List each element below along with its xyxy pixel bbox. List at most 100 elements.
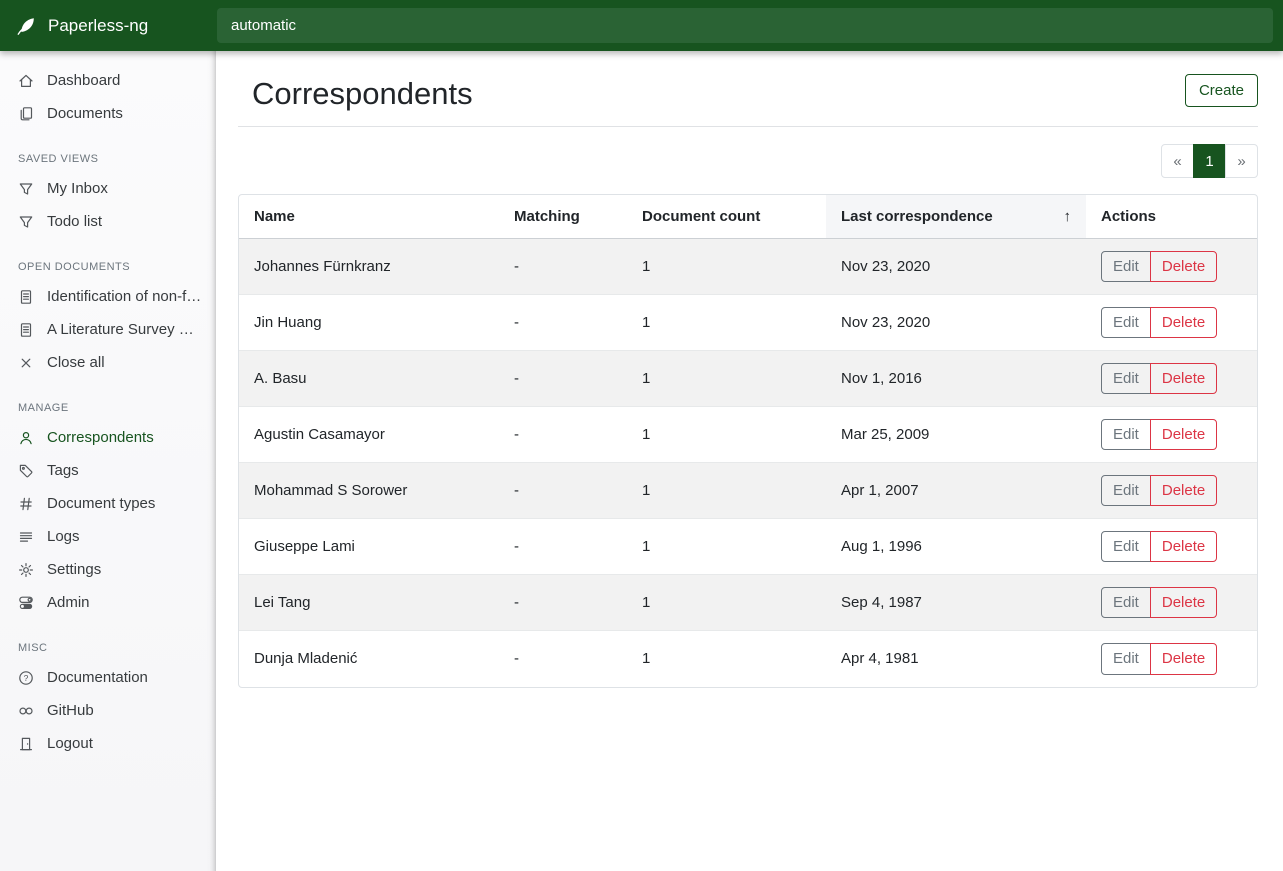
sidebar-item-documentation[interactable]: ? Documentation: [0, 661, 216, 694]
leaf-logo-icon: [15, 15, 37, 37]
table-row: Giuseppe Lami -1 Aug 1, 1996 Edit Delete: [239, 518, 1257, 575]
sidebar-item-label: Correspondents: [47, 429, 154, 446]
sidebar-item-correspondents[interactable]: Correspondents: [0, 421, 216, 454]
pagination-page-1[interactable]: 1: [1193, 144, 1226, 178]
sidebar-item-label: Dashboard: [47, 72, 121, 89]
sidebar-item-label: Settings: [47, 561, 102, 578]
delete-button[interactable]: Delete: [1149, 586, 1218, 619]
column-header-matching[interactable]: Matching: [499, 195, 627, 239]
delete-button[interactable]: Delete: [1149, 643, 1218, 675]
cell-document-count: 1: [627, 574, 826, 631]
page-title: Correspondents: [252, 76, 473, 111]
row-actions-group: Edit Delete: [1101, 586, 1218, 619]
documents-icon: [18, 106, 34, 122]
sidebar-item-close-all[interactable]: Close all: [0, 346, 216, 379]
cell-actions: Edit Delete: [1086, 406, 1257, 463]
cell-last-correspondence: Apr 1, 2007: [826, 462, 1086, 519]
cell-document-count: 1: [627, 406, 826, 463]
column-header-document-count[interactable]: Document count: [627, 195, 826, 239]
sidebar-item-identification-of-non-fu[interactable]: Identification of non-fu...: [0, 280, 216, 313]
column-header-name[interactable]: Name: [239, 195, 499, 239]
delete-button[interactable]: Delete: [1149, 418, 1218, 451]
row-actions-group: Edit Delete: [1101, 643, 1218, 675]
table-row: Johannes Fürnkranz - 1 Nov 23, 2020 Edit Dele…: [239, 238, 1257, 295]
cell-name: Johannes Fürnkranz: [254, 258, 391, 275]
sidebar-item-document-types[interactable]: Document types: [0, 487, 216, 520]
home-icon: [18, 73, 34, 89]
delete-button[interactable]: Delete: [1149, 306, 1218, 339]
cell-document-count: 1: [627, 518, 826, 575]
edit-button[interactable]: Edit: [1101, 643, 1151, 675]
sidebar-item-documents[interactable]: Documents: [0, 97, 216, 130]
column-header-label: Matching: [514, 208, 580, 225]
cell-matching: -: [499, 630, 627, 687]
cell-name: Lei Tang: [239, 574, 499, 631]
table-row: Agustin Casamayor -1 Mar 25, 2009 Edit Delet…: [239, 406, 1257, 463]
page-header: Correspondents Create: [238, 68, 1258, 112]
delete-button[interactable]: Delete: [1149, 530, 1218, 563]
sidebar: Dashboard Documents SAVED VIEWS My Inbox Tod…: [0, 51, 216, 871]
cell-last-correspondence: Mar 25, 2009: [826, 406, 1086, 463]
sidebar-item-label: Close all: [47, 354, 105, 371]
row-actions-group: Edit Delete: [1101, 306, 1218, 339]
column-header-last-correspondence[interactable]: ↑ Last correspondence: [826, 195, 1086, 239]
edit-button[interactable]: Edit: [1101, 474, 1151, 507]
delete-button[interactable]: Delete: [1149, 474, 1218, 507]
search-input[interactable]: [217, 8, 1273, 43]
main-content: Correspondents Create « 1 » Name Matching…: [216, 51, 1283, 688]
question-icon: ?: [18, 670, 34, 686]
cell-matching: -: [499, 406, 627, 463]
sidebar-item-logout[interactable]: Logout: [0, 727, 216, 760]
app-brand[interactable]: Paperless-ng: [0, 15, 216, 37]
header-divider: [238, 126, 1258, 127]
sidebar-item-a-literature-survey-on[interactable]: A Literature Survey on ...: [0, 313, 216, 346]
cell-name: Giuseppe Lami: [239, 518, 499, 575]
sidebar-item-tags[interactable]: Tags: [0, 454, 216, 487]
sidebar-item-my-inbox[interactable]: My Inbox: [0, 172, 216, 205]
cell-actions: Edit Delete: [1086, 630, 1257, 687]
edit-button[interactable]: Edit: [1101, 530, 1151, 563]
sidebar-item-logs[interactable]: Logs: [0, 520, 216, 553]
tag-icon: [18, 463, 34, 479]
sidebar-item-settings[interactable]: Settings: [0, 553, 216, 586]
filter-icon: [18, 181, 34, 197]
delete-button[interactable]: Delete: [1149, 250, 1218, 283]
sidebar-item-label: My Inbox: [47, 180, 108, 197]
delete-button[interactable]: Delete: [1149, 362, 1218, 395]
sidebar-item-admin[interactable]: Admin: [0, 586, 216, 619]
cell-matching: -: [499, 294, 627, 351]
edit-button[interactable]: Edit: [1101, 250, 1151, 283]
create-button[interactable]: Create: [1184, 73, 1258, 107]
cell-matching: -: [514, 258, 519, 275]
edit-button[interactable]: Edit: [1101, 362, 1151, 395]
gear-icon: [18, 562, 34, 578]
edit-button[interactable]: Edit: [1101, 418, 1151, 451]
logs-icon: [18, 529, 34, 545]
edit-button[interactable]: Edit: [1101, 306, 1151, 339]
cell-matching: -: [499, 518, 627, 575]
cell-last-correspondence: Sep 4, 1987: [826, 574, 1086, 631]
sort-ascending-icon: ↑: [1063, 208, 1072, 225]
close-icon: [18, 355, 34, 371]
sidebar-section-title: MANAGE: [18, 402, 69, 414]
table-row: Jin Huang -1 Nov 23, 2020 Edit Delete: [239, 294, 1257, 351]
sidebar-item-label: A Literature Survey on ...: [47, 321, 202, 338]
filter-icon: [18, 214, 34, 230]
edit-button[interactable]: Edit: [1101, 586, 1151, 619]
cell-document-count: 1: [627, 350, 826, 407]
sidebar-item-dashboard[interactable]: Dashboard: [0, 64, 216, 97]
cell-matching: -: [499, 462, 627, 519]
cell-name: Agustin Casamayor: [239, 406, 499, 463]
pagination-next[interactable]: »: [1225, 144, 1258, 178]
column-header-label: Actions: [1101, 208, 1157, 225]
sidebar-section-title: SAVED VIEWS: [18, 153, 99, 165]
cell-actions: Edit Delete: [1086, 350, 1257, 407]
toggles-icon: [18, 595, 34, 611]
pagination-prev[interactable]: «: [1161, 144, 1194, 178]
sidebar-item-github[interactable]: GitHub: [0, 694, 216, 727]
cell-actions: Edit Delete: [1086, 239, 1257, 295]
column-header-label: Document count: [642, 208, 761, 225]
person-icon: [18, 430, 34, 446]
sidebar-item-label: Admin: [47, 594, 90, 611]
sidebar-item-todo-list[interactable]: Todo list: [0, 205, 216, 238]
